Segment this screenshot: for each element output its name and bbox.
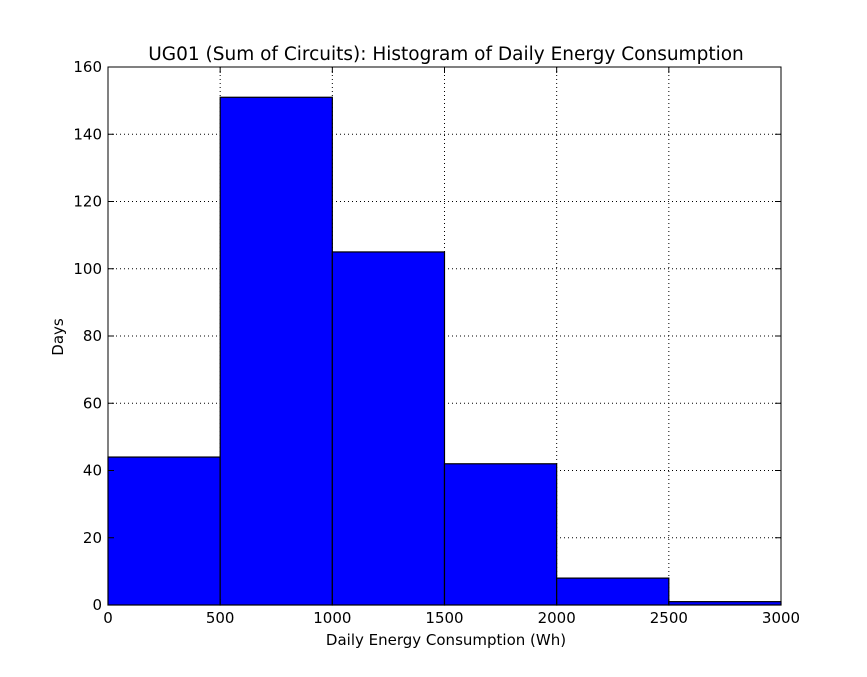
y-axis-tick-labels: 0 20 40 60 80 100 120 140 160 (73, 58, 102, 614)
y-tick-label-8: 160 (73, 58, 102, 76)
y-axis-label: Days (49, 318, 67, 356)
y-tick-label-6: 120 (73, 193, 102, 211)
x-axis-label: Daily Energy Consumption (Wh) (326, 631, 566, 649)
histogram-bar-0 (107, 456, 221, 606)
x-tick-label-5: 2500 (650, 609, 688, 627)
y-tick-label-4: 80 (83, 327, 102, 345)
histogram-bar-1 (219, 96, 333, 606)
x-tick-label-2: 1000 (313, 609, 351, 627)
chart-title: UG01 (Sum of Circuits): Histogram of Dai… (148, 44, 744, 65)
x-tick-label-0: 0 (103, 609, 113, 627)
y-tick-label-5: 100 (73, 260, 102, 278)
histogram-bar-2 (331, 251, 446, 606)
histogram-bars (107, 96, 782, 606)
histogram-bar-5 (668, 601, 782, 606)
x-tick-label-6: 3000 (762, 609, 800, 627)
axis-ticks (107, 66, 782, 606)
y-tick-label-1: 20 (83, 529, 102, 547)
histogram-bar-4 (556, 577, 670, 606)
x-axis-tick-labels: 0 500 1000 1500 2000 2500 3000 (103, 609, 800, 627)
y-tick-label-0: 0 (92, 596, 102, 614)
x-tick-label-4: 2000 (538, 609, 576, 627)
x-tick-label-3: 1500 (425, 609, 463, 627)
y-tick-label-7: 140 (73, 125, 102, 143)
y-tick-label-2: 40 (83, 462, 102, 480)
y-tick-label-3: 60 (83, 394, 102, 412)
x-tick-label-1: 500 (206, 609, 235, 627)
histogram-bar-3 (443, 463, 558, 606)
